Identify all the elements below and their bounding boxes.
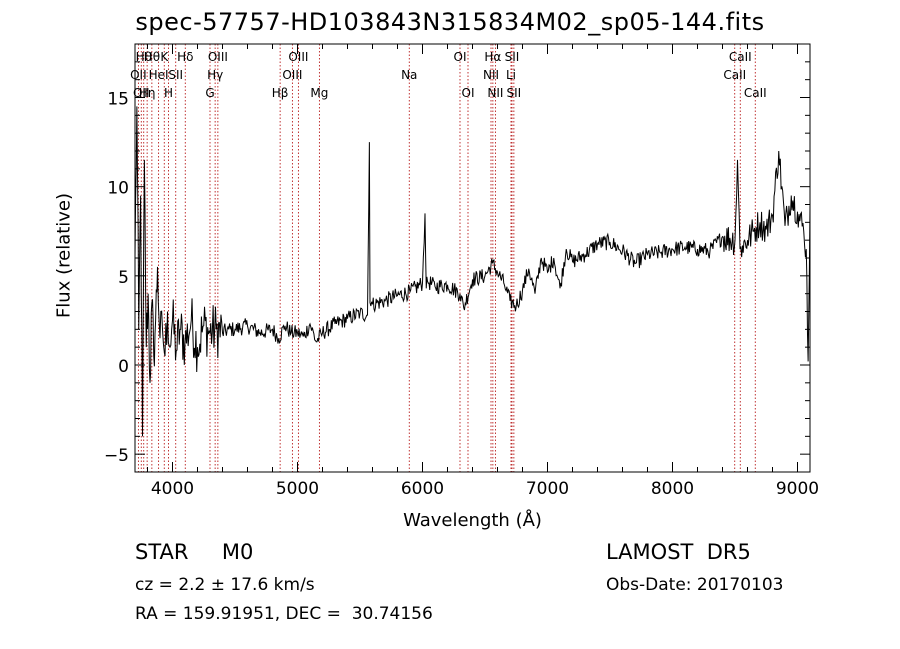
- line-marker-label: OI: [462, 86, 475, 100]
- y-tick-label: 0: [118, 357, 129, 377]
- line-marker-label: Hβ: [272, 86, 289, 100]
- y-axis-label: Flux (relative): [53, 192, 75, 319]
- chart-title: spec-57757-HD103843N315834M02_sp05-144.f…: [135, 8, 765, 36]
- line-marker-label: Hδ: [177, 50, 193, 64]
- x-tick-label: 9000: [776, 479, 819, 499]
- line-marker-label: G: [205, 86, 214, 100]
- line-marker-label: Na: [401, 68, 417, 82]
- line-marker-label: Li: [506, 68, 516, 82]
- line-marker-label: H: [164, 86, 173, 100]
- y-tick-label: 15: [107, 90, 129, 110]
- x-tick-label: 4000: [151, 479, 194, 499]
- line-marker-label: Mg: [310, 86, 328, 100]
- line-marker-label: Hα: [484, 50, 501, 64]
- spectrum-line: [134, 106, 811, 437]
- line-marker-label: OIII: [288, 50, 308, 64]
- y-axis-ticks: −5 0 5 10 15: [104, 43, 810, 473]
- line-marker-label: OIII: [208, 50, 228, 64]
- line-marker-label: K: [160, 50, 169, 64]
- y-tick-label: −5: [104, 446, 129, 466]
- line-marker-label: SII: [168, 68, 183, 82]
- spectral-line-labels: OII OII Hθ Hη Hθ HeI K H SII Hδ G Hγ OIII Hβ OIII OIII M…: [130, 50, 767, 100]
- line-marker-label: CaII: [729, 50, 752, 64]
- line-marker-label: Hγ: [207, 68, 223, 82]
- line-marker-label: Hθ: [144, 50, 160, 64]
- y-tick-label: 10: [107, 179, 129, 199]
- line-marker-label: NII: [483, 68, 499, 82]
- x-axis-ticks: 4000 5000 6000 7000 8000 9000: [147, 44, 819, 499]
- line-marker-label: CaII: [723, 68, 746, 82]
- x-tick-label: 8000: [651, 479, 694, 499]
- line-marker-label: OIII: [282, 68, 302, 82]
- ra-dec-coordinates: RA = 159.91951, DEC = 30.74156: [135, 604, 433, 624]
- line-marker-label: HeI: [149, 68, 169, 82]
- x-tick-label: 5000: [276, 479, 319, 499]
- line-marker-label: OII: [133, 86, 150, 100]
- line-marker-label: SII: [505, 50, 520, 64]
- line-marker-label: Hη: [139, 86, 156, 100]
- observation-date: Obs-Date: 20170103: [606, 575, 784, 595]
- x-tick-label: 7000: [526, 479, 569, 499]
- line-marker-label: SII: [507, 86, 522, 100]
- survey-name: LAMOST DR5: [606, 540, 751, 564]
- line-marker-label: OI: [454, 50, 467, 64]
- spectral-line-markers: [137, 44, 756, 472]
- x-axis-label: Wavelength (Å): [403, 510, 542, 531]
- star-class: STAR M0: [135, 540, 254, 564]
- redshift-velocity: cz = 2.2 ± 17.6 km/s: [135, 575, 315, 595]
- line-marker-label: Hθ: [136, 50, 152, 64]
- line-marker-label: CaII: [744, 86, 767, 100]
- x-tick-label: 6000: [401, 479, 444, 499]
- line-marker-label: NII: [487, 86, 503, 100]
- line-marker-label: OII: [130, 68, 147, 82]
- y-tick-label: 5: [118, 268, 129, 288]
